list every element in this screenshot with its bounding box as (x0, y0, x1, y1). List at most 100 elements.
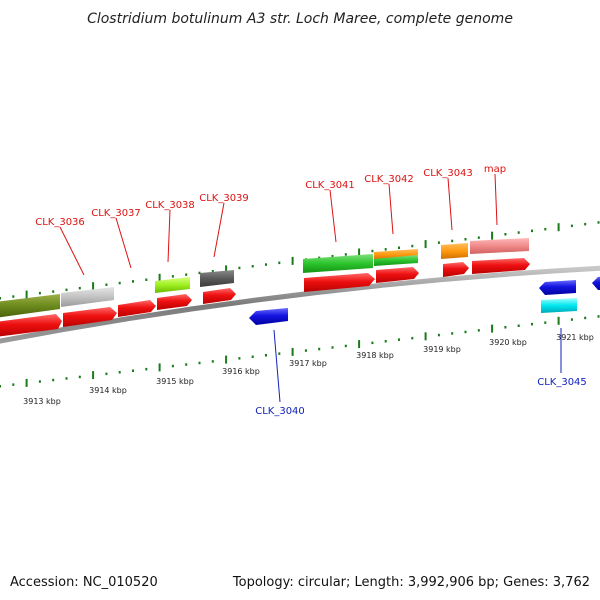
major-tick (424, 240, 427, 249)
minor-tick (517, 324, 520, 327)
feature-bar[interactable] (303, 254, 373, 273)
scale-label: 3918 kbp (356, 351, 394, 360)
scale-label: 3921 kbp (556, 333, 594, 342)
minor-tick (65, 288, 68, 292)
gene-arrow[interactable] (249, 308, 288, 325)
minor-tick (52, 290, 55, 293)
major-tick (557, 223, 560, 232)
major-tick (25, 378, 28, 387)
reverse-strand-genes (249, 276, 600, 325)
minor-tick (78, 375, 81, 379)
minor-tick (145, 278, 148, 281)
gene-label[interactable]: CLK_3045 (537, 377, 587, 388)
minor-tick (265, 354, 267, 357)
minor-tick (171, 364, 174, 368)
minor-tick (344, 344, 347, 348)
major-tick (25, 290, 28, 299)
scale-label: 3913 kbp (23, 397, 61, 406)
gene-label[interactable]: CLK_3043 (423, 168, 473, 179)
major-tick (424, 332, 427, 341)
genome-backbone (0, 265, 600, 344)
upper-tick-track (0, 221, 600, 300)
minor-tick (437, 241, 440, 244)
minor-tick (398, 246, 400, 249)
minor-tick (331, 254, 334, 258)
minor-tick (398, 338, 400, 341)
minor-tick (211, 360, 214, 363)
minor-tick (185, 363, 188, 366)
minor-tick (411, 336, 414, 340)
minor-tick (384, 248, 387, 251)
minor-tick (531, 229, 533, 233)
minor-tick (238, 357, 241, 360)
minor-tick (544, 227, 547, 231)
gene-arrow[interactable] (376, 267, 419, 283)
minor-tick (198, 271, 201, 275)
minor-tick (531, 322, 533, 326)
minor-tick (171, 275, 174, 278)
gene-label[interactable]: CLK_3038 (145, 200, 195, 211)
feature-bar[interactable] (61, 287, 114, 307)
scale-label: 3915 kbp (156, 377, 194, 386)
gene-label[interactable]: CLK_3042 (364, 174, 414, 185)
minor-tick (118, 371, 121, 374)
minor-tick (371, 341, 374, 345)
minor-tick (464, 238, 467, 241)
feature-bar[interactable] (200, 270, 234, 287)
scale-label: 3917 kbp (289, 359, 327, 368)
minor-tick (597, 315, 600, 318)
gene-label[interactable]: CLK_3039 (199, 193, 249, 204)
minor-tick (477, 329, 480, 332)
minor-tick (504, 326, 507, 329)
gene-arrow[interactable] (539, 280, 576, 295)
minor-tick (38, 380, 41, 383)
minor-tick (451, 332, 454, 335)
minor-tick (278, 261, 281, 265)
minor-tick (65, 377, 68, 380)
gene-arrow[interactable] (443, 262, 469, 277)
minor-tick (265, 263, 267, 266)
minor-tick (38, 291, 41, 295)
minor-tick (251, 265, 254, 268)
major-tick (225, 265, 228, 274)
gene-label[interactable]: map (484, 164, 506, 175)
major-tick (92, 282, 95, 291)
minor-tick (251, 355, 254, 358)
gene-arrow[interactable] (472, 258, 530, 274)
feature-bar[interactable] (470, 238, 529, 254)
feature-bar[interactable] (155, 277, 190, 293)
major-tick (557, 316, 560, 325)
feature-bar[interactable] (441, 243, 468, 259)
map-title: Clostridium botulinum A3 str. Loch Maree… (87, 11, 513, 27)
gene-arrow[interactable] (304, 273, 375, 292)
gene-arrow[interactable] (0, 314, 62, 337)
major-tick (158, 363, 161, 372)
gene-arrow[interactable] (203, 288, 236, 304)
minor-tick (145, 367, 148, 371)
gene-arrow[interactable] (157, 294, 192, 310)
gene-label[interactable]: CLK_3040 (255, 406, 305, 417)
minor-tick (0, 297, 1, 300)
feature-bar[interactable] (0, 294, 60, 318)
minor-tick (318, 347, 321, 351)
gene-arrow[interactable] (118, 300, 156, 317)
feature-track (0, 238, 529, 318)
gene-arrow[interactable] (592, 276, 600, 290)
minor-tick (12, 383, 15, 386)
minor-tick (198, 361, 201, 365)
gene-label[interactable]: CLK_3036 (35, 217, 85, 228)
minor-tick (544, 321, 547, 324)
minor-tick (504, 233, 507, 236)
scale-label: 3920 kbp (489, 338, 527, 347)
gene-arrow[interactable] (63, 307, 117, 327)
minor-tick (105, 283, 108, 286)
major-tick (92, 371, 95, 380)
scale-label: 3919 kbp (423, 345, 461, 354)
gene-label[interactable]: CLK_3041 (305, 180, 355, 191)
major-tick (491, 231, 494, 240)
feature-bar[interactable] (374, 255, 418, 266)
scale-label: 3916 kbp (222, 367, 260, 376)
major-tick (358, 248, 361, 257)
feature-bar[interactable] (541, 298, 577, 313)
gene-label[interactable]: CLK_3037 (91, 208, 141, 219)
